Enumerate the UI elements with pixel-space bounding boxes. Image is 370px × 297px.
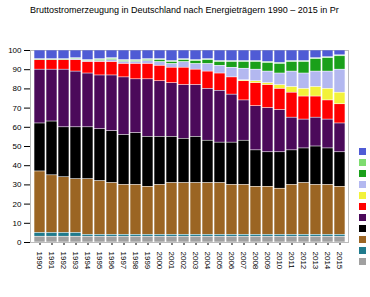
- svg-text:60: 60: [13, 123, 22, 132]
- svg-text:2011: 2011: [287, 252, 296, 270]
- svg-text:30: 30: [13, 180, 22, 189]
- svg-text:80: 80: [13, 84, 22, 93]
- svg-text:1997: 1997: [119, 252, 128, 270]
- svg-text:20: 20: [13, 200, 22, 209]
- svg-text:1995: 1995: [95, 252, 104, 270]
- svg-text:2002: 2002: [179, 252, 188, 270]
- svg-text:2006: 2006: [227, 252, 236, 270]
- svg-text:1998: 1998: [131, 252, 140, 270]
- svg-text:40: 40: [13, 161, 22, 170]
- svg-text:90: 90: [13, 65, 22, 74]
- svg-text:70: 70: [13, 104, 22, 113]
- svg-text:50: 50: [13, 142, 22, 151]
- svg-text:2004: 2004: [203, 252, 212, 270]
- svg-text:2003: 2003: [191, 252, 200, 270]
- svg-text:2005: 2005: [215, 252, 224, 270]
- svg-text:2009: 2009: [263, 252, 272, 270]
- svg-text:1996: 1996: [107, 252, 116, 270]
- svg-text:1994: 1994: [83, 252, 92, 270]
- svg-text:2013: 2013: [311, 252, 320, 270]
- svg-text:0: 0: [17, 238, 22, 247]
- svg-text:2010: 2010: [275, 252, 284, 270]
- svg-text:2014: 2014: [323, 252, 332, 270]
- svg-text:1993: 1993: [71, 252, 80, 270]
- svg-text:100: 100: [8, 46, 22, 55]
- svg-text:2008: 2008: [251, 252, 260, 270]
- svg-text:1992: 1992: [59, 252, 68, 270]
- svg-text:2000: 2000: [155, 252, 164, 270]
- svg-text:1990: 1990: [35, 252, 44, 270]
- svg-text:1991: 1991: [47, 252, 56, 270]
- svg-text:1999: 1999: [143, 252, 152, 270]
- svg-text:2007: 2007: [239, 252, 248, 270]
- svg-text:2001: 2001: [167, 252, 176, 270]
- html-text:Bruttostromerzeugung in Deutsc: Bruttostromerzeugung in Deutschland nach…: [30, 5, 339, 15]
- svg-text:10: 10: [13, 219, 22, 228]
- svg-text:2015: 2015: [335, 252, 344, 270]
- svg-text:2012: 2012: [299, 252, 308, 270]
